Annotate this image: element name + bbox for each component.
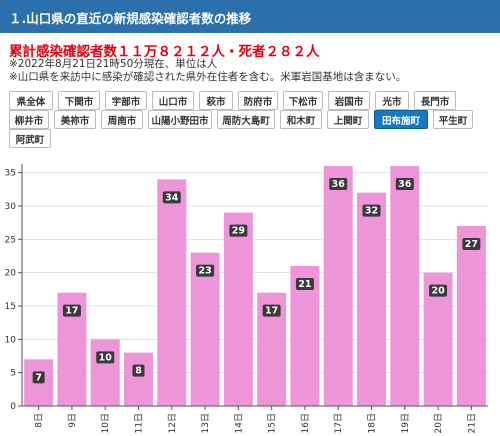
data-label-bg: [462, 238, 481, 250]
x-tick-label: 11日: [134, 413, 145, 433]
y-tick-label: 10: [5, 335, 17, 345]
y-tick-label: 5: [10, 369, 16, 379]
area-button-1-6[interactable]: 上関町: [327, 110, 369, 129]
bar-10日: [90, 339, 120, 406]
data-label: 29: [232, 226, 245, 237]
y-tick-label: 30: [5, 202, 17, 212]
note-timestamp: ※2022年8月21日21時50分現在、単位は人: [9, 58, 218, 70]
x-tick-label: 13日: [200, 413, 211, 433]
data-label: 21: [298, 279, 311, 290]
x-tick-label: 20日: [433, 413, 444, 433]
x-tick-label: 8日: [34, 413, 45, 428]
section-header: １.山口県の直近の新規感染確認者数の推移: [0, 0, 500, 33]
data-label-bg: [132, 364, 145, 377]
x-tick-label: 15日: [267, 413, 278, 433]
bar-18日: [357, 192, 386, 406]
data-label-bg: [62, 304, 81, 317]
bar-19日: [390, 166, 420, 406]
bar-13日: [190, 252, 220, 406]
section-title: １.山口県の直近の新規感染確認者数の推移: [9, 11, 252, 26]
y-tick-label: 0: [10, 402, 16, 412]
bar-14日: [223, 212, 253, 406]
data-label: 7: [35, 372, 42, 383]
bar-11日: [124, 352, 153, 406]
data-label: 36: [332, 179, 346, 190]
data-label-bg: [362, 204, 381, 217]
data-label-bg: [229, 224, 248, 237]
area-button-0-6[interactable]: 下松市: [283, 91, 323, 110]
data-label: 34: [165, 192, 179, 203]
x-tick-label: 9日: [67, 413, 78, 428]
data-label: 32: [365, 206, 378, 217]
area-button-0-3[interactable]: 山口市: [152, 91, 194, 110]
data-label: 17: [65, 306, 78, 317]
data-label: 20: [431, 286, 445, 297]
data-label: 36: [398, 179, 412, 190]
area-button-1-1[interactable]: 美祢市: [54, 110, 96, 129]
area-button-1-2[interactable]: 周南市: [101, 110, 143, 129]
bar-12日: [157, 179, 187, 406]
y-tick-label: 20: [5, 269, 17, 279]
area-button-1-3[interactable]: 山陽小野田市: [148, 110, 212, 129]
x-tick-label: 19日: [400, 413, 411, 433]
data-label-bg: [96, 351, 115, 364]
area-button-0-5[interactable]: 防府市: [238, 91, 278, 110]
x-tick-label: 12日: [167, 413, 178, 433]
area-button-0-0[interactable]: 県全体: [9, 91, 53, 110]
data-label-bg: [32, 371, 45, 384]
area-button-2-0[interactable]: 阿武町: [9, 129, 51, 148]
x-tick-label: 10日: [100, 413, 111, 433]
data-label-bg: [395, 178, 414, 190]
area-button-0-9[interactable]: 長門市: [414, 91, 456, 110]
area-button-0-4[interactable]: 萩市: [199, 91, 233, 110]
area-button-0-7[interactable]: 岩国市: [328, 91, 370, 110]
x-tick-label: 17日: [333, 413, 344, 433]
data-label: 27: [465, 239, 478, 250]
data-label: 8: [135, 366, 142, 377]
area-button-0-1[interactable]: 下関市: [58, 91, 100, 110]
y-tick-label: 25: [5, 235, 16, 245]
x-tick-label: 18日: [367, 413, 378, 433]
area-button-1-8[interactable]: 平生町: [433, 110, 473, 129]
data-label-bg: [329, 178, 348, 190]
bar-21日: [456, 226, 486, 406]
data-label-bg: [295, 278, 314, 290]
data-label-bg: [162, 191, 181, 204]
data-label-bg: [429, 284, 448, 297]
data-label: 10: [99, 352, 113, 363]
daily-cases-bar-chart: 7 17 10 8 34 23 29 17 21 36 32 36 20 27 0 5 10 15 20 25 30 3…: [5, 164, 488, 433]
cumulative-summary: 累計感染確認者数１１万８２１２人・死者２８２人: [9, 44, 320, 60]
area-button-1-4[interactable]: 周防大島町: [217, 110, 275, 129]
y-tick-label: 35: [5, 169, 16, 179]
x-tick-label: 21日: [466, 413, 477, 433]
note-scope: ※山口県を来訪中に感染が確認された県外在住者を含む。米軍岩国基地は含まない。: [9, 71, 407, 83]
area-button-0-8[interactable]: 光市: [375, 91, 409, 110]
data-label: 17: [265, 306, 278, 317]
data-label: 23: [198, 266, 211, 277]
area-button-1-5[interactable]: 和木町: [280, 110, 322, 129]
x-tick-label: 16日: [300, 413, 311, 433]
data-label-bg: [262, 304, 281, 317]
area-button-0-2[interactable]: 宇部市: [105, 91, 147, 110]
data-label-bg: [196, 264, 215, 277]
x-tick-label: 14日: [233, 413, 244, 433]
area-button-1-0[interactable]: 柳井市: [9, 110, 49, 129]
y-tick-label: 15: [5, 302, 16, 312]
bar-17日: [323, 166, 353, 406]
area-button-1-7[interactable]: 田布施町: [374, 110, 428, 129]
